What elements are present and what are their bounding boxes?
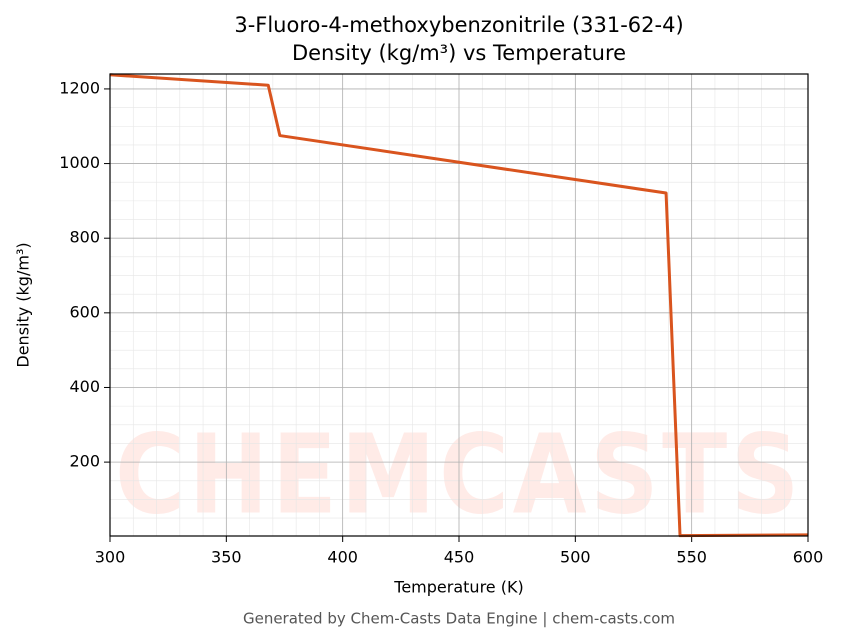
chart-title: 3-Fluoro-4-methoxybenzonitrile (331-62-4… <box>234 13 683 37</box>
y-tick-label: 1200 <box>59 78 100 97</box>
x-tick-label: 450 <box>444 548 475 567</box>
y-tick-label: 200 <box>69 452 100 471</box>
y-axis-label: Density (kg/m³) <box>14 242 33 367</box>
x-tick-label: 300 <box>95 548 126 567</box>
watermark: CHEMCASTS <box>115 410 803 538</box>
y-tick-label: 600 <box>69 302 100 321</box>
x-axis-label: Temperature (K) <box>393 578 523 597</box>
footer: Generated by Chem-Casts Data Engine | ch… <box>243 610 675 628</box>
y-tick-label: 800 <box>69 228 100 247</box>
x-tick-label: 500 <box>560 548 591 567</box>
x-tick-label: 400 <box>327 548 358 567</box>
plot-frame <box>109 73 809 537</box>
x-tick-label: 600 <box>793 548 824 567</box>
x-tick-label: 350 <box>211 548 242 567</box>
y-tick-label: 400 <box>69 377 100 396</box>
chart-subtitle: Density (kg/m³) vs Temperature <box>292 41 626 65</box>
y-tick-label: 1000 <box>59 153 100 172</box>
x-tick-label: 550 <box>676 548 707 567</box>
